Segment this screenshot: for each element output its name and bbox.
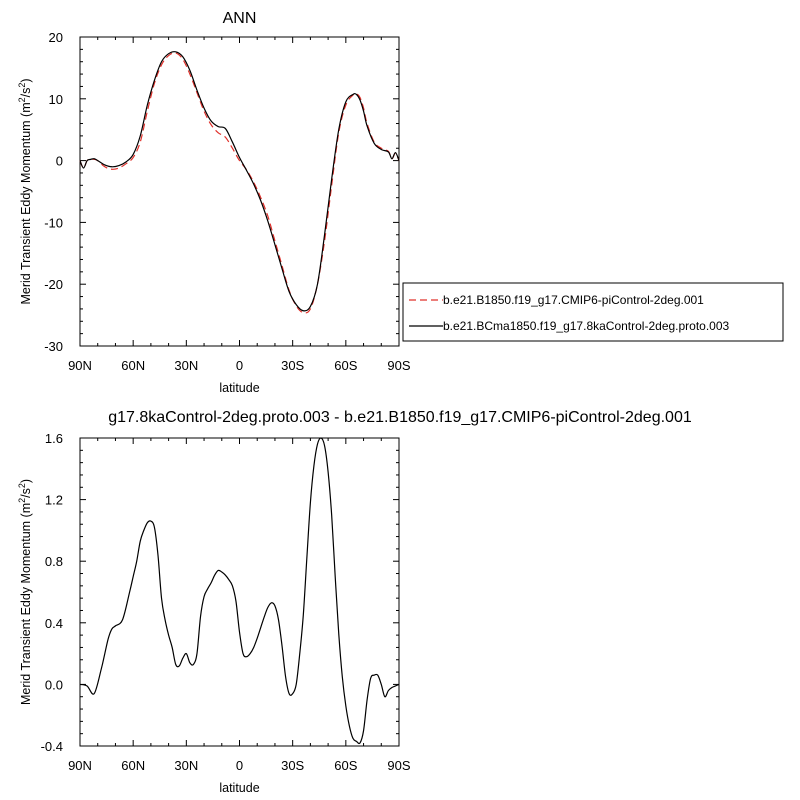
y-tick-label: 0.4 (45, 616, 63, 631)
y-tick-label: 10 (49, 92, 63, 107)
x-tick-label: 60N (121, 358, 145, 373)
y-tick-label: 0.0 (45, 677, 63, 692)
x-tick-label: 0 (236, 758, 243, 773)
x-tick-label: 60S (334, 358, 357, 373)
y-tick-label: 0 (56, 154, 63, 169)
x-tick-label: 0 (236, 358, 243, 373)
x-tick-label: 30S (281, 358, 304, 373)
plot-frame (79, 36, 400, 347)
x-tick-label: 90N (68, 358, 92, 373)
y-tick-label: -30 (44, 339, 63, 354)
y-tick-label: 0.8 (45, 554, 63, 569)
series-line-1 (79, 52, 400, 314)
y-tick-label: 1.6 (45, 431, 63, 446)
series-line-1 (79, 437, 400, 745)
legend-label: b.e21.BCma1850.f19_g17.8kaControl-2deg.p… (443, 319, 730, 333)
x-tick-label: 30N (174, 358, 198, 373)
y-axis-label: Merid Transient Eddy Momentum (m2/s2) (17, 78, 33, 304)
x-tick-label: 60N (121, 758, 145, 773)
panel-1: ANN 90N 60N 30N 0 30S 60S 90S 20 10 0 -10 -20 -30 lati… (17, 10, 784, 395)
y-tick-label: 20 (49, 30, 63, 45)
legend: b.e21.B1850.f19_g17.CMIP6-piControl-2deg… (402, 282, 784, 342)
plot-frame (79, 437, 400, 747)
legend-box (402, 282, 784, 342)
x-tick-label: 90S (387, 758, 410, 773)
x-tick-label: 30N (174, 758, 198, 773)
x-tick-label: 30S (281, 758, 304, 773)
series-line-2 (79, 51, 400, 312)
y-tick-label: -10 (44, 215, 63, 230)
x-tick-label: 90S (387, 358, 410, 373)
y-axis-label: Merid Transient Eddy Momentum (m2/s2) (17, 479, 33, 705)
x-axis-label: latitude (219, 781, 259, 795)
y-tick-label: -20 (44, 277, 63, 292)
y-tick-label: -0.4 (41, 739, 63, 754)
x-tick-label: 90N (68, 758, 92, 773)
x-axis-label: latitude (219, 381, 259, 395)
y-tick-label: 1.2 (45, 493, 63, 508)
legend-label: b.e21.B1850.f19_g17.CMIP6-piControl-2deg… (443, 293, 704, 307)
panel-2: g17.8kaControl-2deg.proto.003 - b.e21.B1… (17, 409, 692, 795)
chart-title: ANN (223, 10, 257, 27)
x-tick-label: 60S (334, 758, 357, 773)
chart-title: g17.8kaControl-2deg.proto.003 - b.e21.B1… (108, 409, 692, 426)
